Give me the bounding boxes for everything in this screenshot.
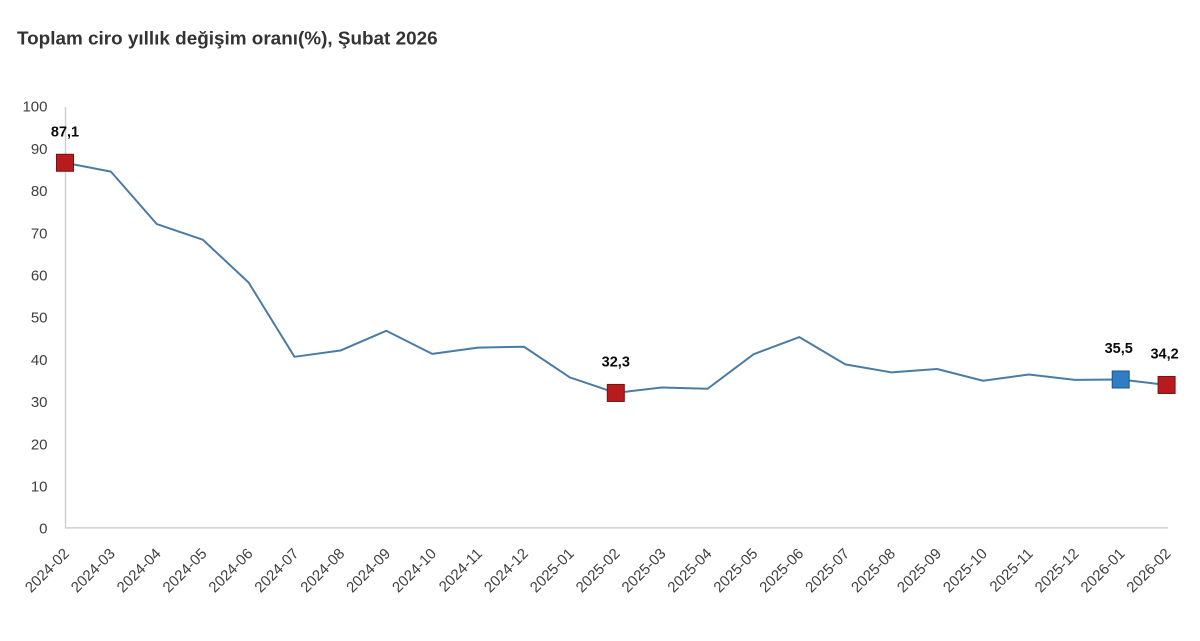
svg-text:20: 20 — [31, 436, 48, 453]
svg-text:60: 60 — [31, 268, 48, 285]
svg-text:10: 10 — [31, 479, 48, 496]
svg-text:0: 0 — [39, 521, 47, 538]
svg-text:90: 90 — [31, 141, 48, 158]
svg-text:100: 100 — [22, 99, 47, 116]
svg-text:35,5: 35,5 — [1105, 341, 1133, 357]
svg-text:80: 80 — [31, 183, 48, 200]
svg-text:32,3: 32,3 — [602, 355, 630, 371]
svg-text:40: 40 — [31, 352, 48, 369]
svg-text:50: 50 — [31, 310, 48, 327]
svg-text:30: 30 — [31, 394, 48, 411]
svg-text:34,2: 34,2 — [1150, 347, 1178, 363]
svg-text:70: 70 — [31, 225, 48, 242]
svg-text:87,1: 87,1 — [51, 124, 79, 140]
svg-text:Toplam ciro yıllık değişim ora: Toplam ciro yıllık değişim oranı(%), Şub… — [17, 29, 438, 50]
